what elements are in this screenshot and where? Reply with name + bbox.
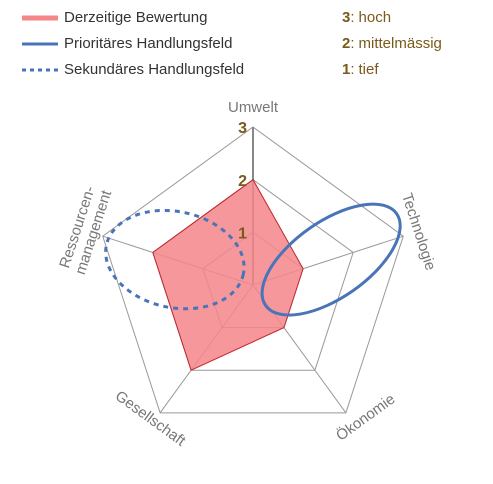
scale-key: 2: mittelmässig (342, 35, 442, 52)
scale-key: 1: tief (342, 61, 379, 78)
axis-label: Gesellschaft (112, 387, 189, 450)
legend-label: Prioritäres Handlungsfeld (64, 35, 232, 52)
axis-label: Technologie (398, 191, 439, 272)
axis-label: Ressourcen-management (56, 182, 116, 277)
highlight-ellipse (260, 202, 402, 317)
radar-area (152, 178, 304, 371)
highlight-ellipse (104, 208, 246, 311)
legend-label: Sekundäres Handlungsfeld (64, 61, 244, 78)
r-tick-label: 1 (238, 226, 247, 243)
axis-label: Umwelt (228, 99, 279, 116)
axis-label: Ökonomie (332, 390, 398, 445)
legend-label: Derzeitige Bewertung (64, 9, 207, 26)
scale-key: 3: hoch (342, 9, 391, 26)
r-tick-label: 3 (238, 120, 247, 137)
r-tick-label: 2 (238, 173, 247, 190)
